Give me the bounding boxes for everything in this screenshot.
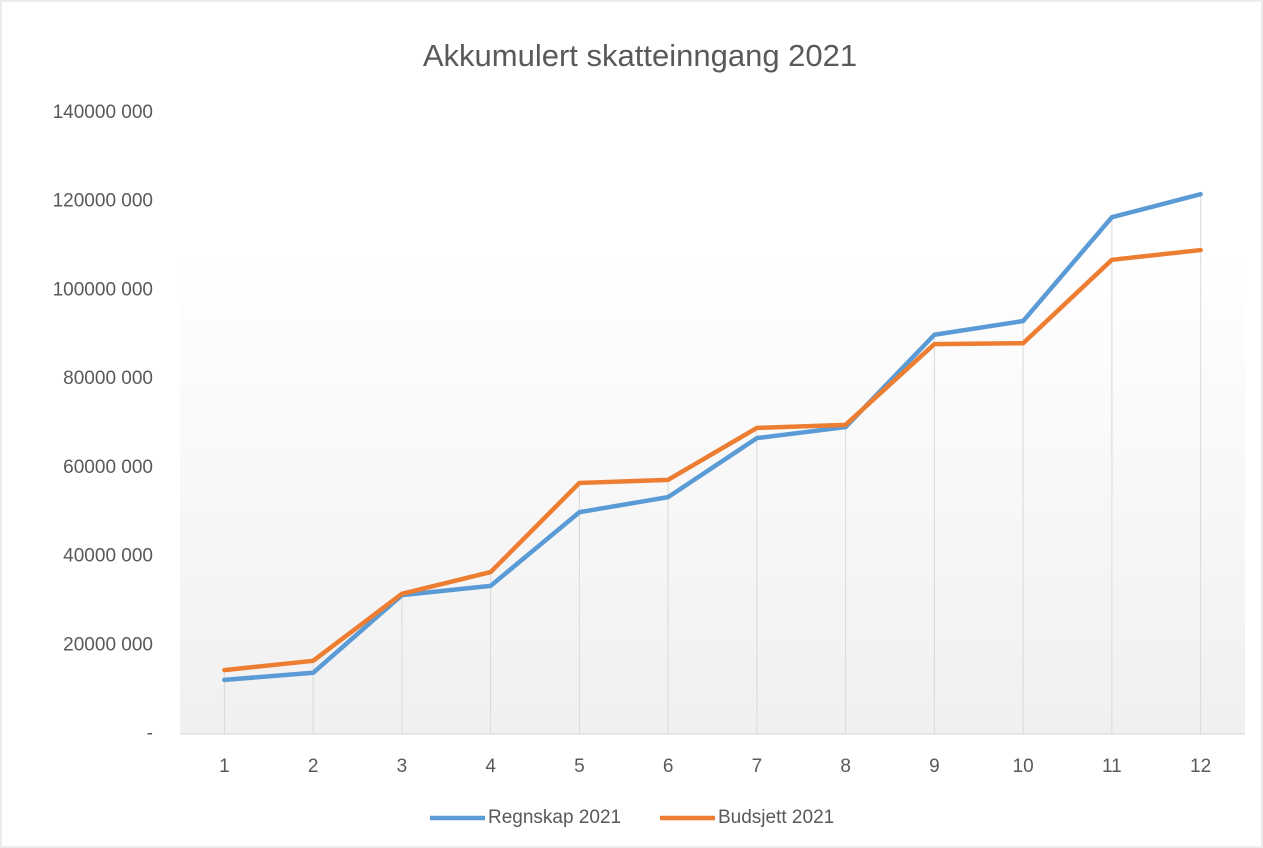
chart-title: Akkumulert skatteinngang 2021 [423,38,857,73]
y-tick-label: 120000 000 [53,191,153,212]
x-tick-label: 11 [1102,756,1122,777]
x-tick-label: 9 [929,756,940,777]
x-tick-label: 4 [485,756,496,777]
x-tick-label: 8 [840,756,851,777]
legend-label: Regnskap 2021 [488,807,621,828]
x-tick-label: 3 [397,756,408,777]
y-tick-label: 100000 000 [53,279,153,300]
x-tick-label: 6 [663,756,674,777]
series-line [222,247,1203,673]
series-line [222,191,1203,683]
y-tick-label: - [147,723,153,744]
x-tick-label: 2 [308,756,319,777]
plot-background [180,250,1245,734]
x-tick-label: 12 [1190,756,1211,777]
y-tick-label: 40000 000 [63,546,153,567]
x-tick-label: 5 [574,756,585,777]
y-tick-label: 140000 000 [53,102,153,123]
x-tick-label: 7 [752,756,763,777]
y-tick-label: 80000 000 [63,368,153,389]
y-tick-label: 20000 000 [63,634,153,655]
x-tick-label: 10 [1013,756,1034,777]
x-tick-label: 1 [219,756,230,777]
legend-label: Budsjett 2021 [718,807,834,828]
y-tick-label: 60000 000 [63,457,153,478]
